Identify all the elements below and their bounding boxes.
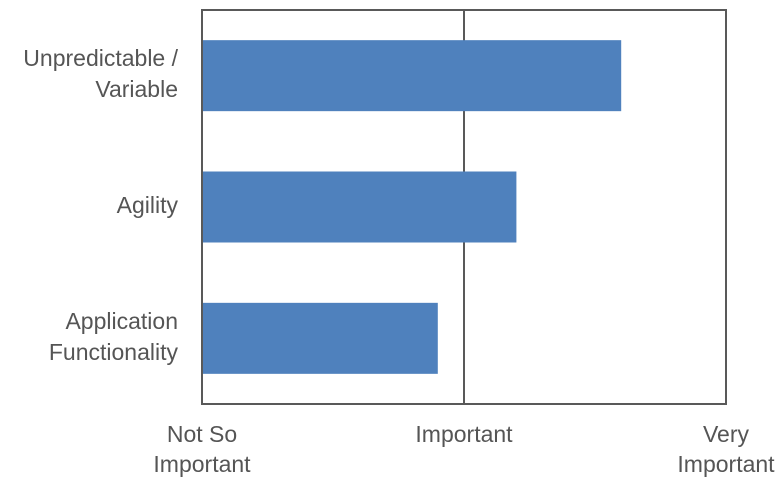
bar-1 [203, 171, 517, 243]
category-label-1: Agility [117, 192, 179, 218]
x-tick-label-2: Very Important [677, 421, 775, 477]
category-label-0: Unpredictable / Variable [23, 45, 178, 102]
x-tick-label-0: Not So Important [153, 421, 251, 477]
bar-0 [203, 40, 622, 112]
category-label-2: Application Functionality [49, 308, 179, 365]
bar-2 [203, 302, 438, 374]
x-tick-label-1: Important [415, 421, 513, 447]
